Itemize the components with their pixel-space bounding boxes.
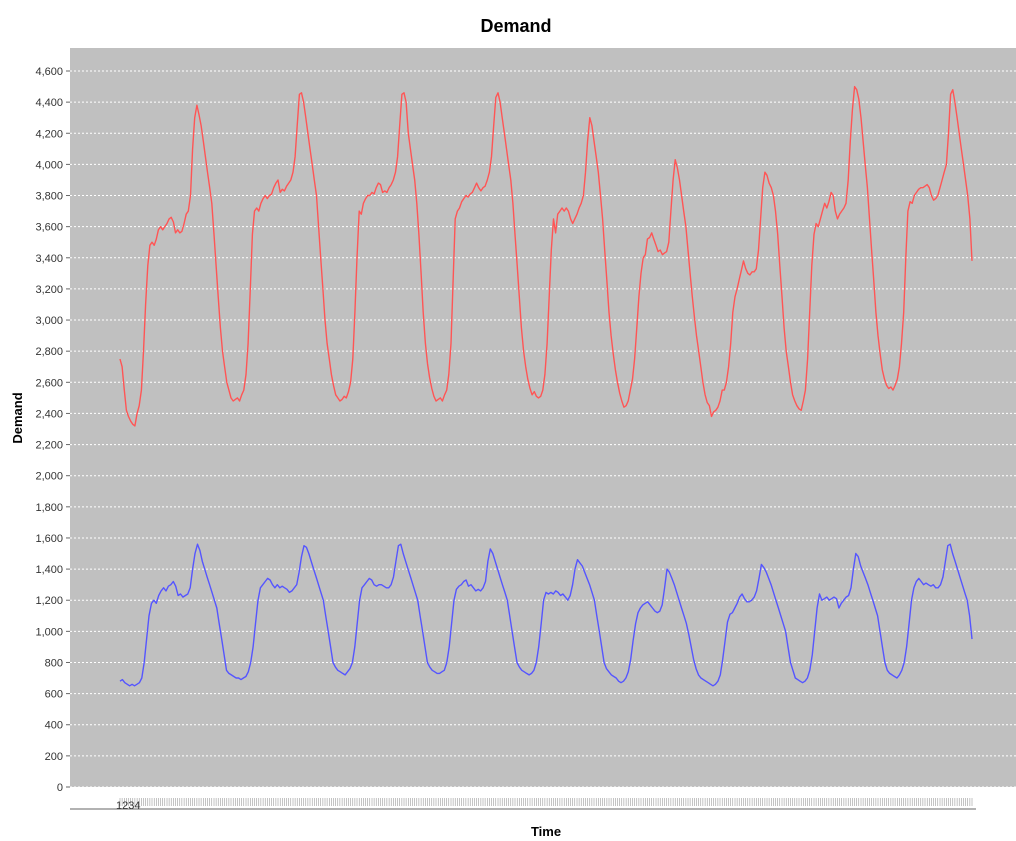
y-tick-label: 4,000 <box>35 159 63 171</box>
x-tick-label: 1234 <box>116 800 140 812</box>
y-tick-label: 1,600 <box>35 533 63 545</box>
y-tick-label: 3,200 <box>35 284 63 296</box>
y-tick-label: 800 <box>45 657 63 669</box>
chart-title: Demand <box>480 16 551 36</box>
y-tick-label: 2,200 <box>35 440 63 452</box>
y-tick-label: 600 <box>45 689 63 701</box>
y-tick-label: 4,400 <box>35 97 63 109</box>
y-tick-label: 3,000 <box>35 315 63 327</box>
y-tick-label: 0 <box>57 782 63 794</box>
series-lines <box>119 85 973 687</box>
series-line-1 <box>119 85 973 427</box>
series-line-2 <box>119 543 973 687</box>
y-tick-label: 4,200 <box>35 128 63 140</box>
y-tick-label: 1,200 <box>35 595 63 607</box>
y-tick-label: 3,400 <box>35 253 63 265</box>
y-tick-label: 400 <box>45 720 63 732</box>
x-axis-label: Time <box>531 824 561 839</box>
y-tick-label: 2,800 <box>35 346 63 358</box>
y-tick-label: 3,800 <box>35 191 63 203</box>
y-tick-label: 200 <box>45 751 63 763</box>
y-tick-label: 1,800 <box>35 502 63 514</box>
y-axis-label: Demand <box>10 392 25 443</box>
y-axis-ticks: 0 200 400 600 800 1,000 1,200 1,400 1,600 1,800 2,… <box>35 66 70 794</box>
y-tick-label: 3,600 <box>35 222 63 234</box>
y-tick-label: 4,600 <box>35 66 63 78</box>
x-axis-ticks <box>119 798 973 806</box>
y-tick-label: 1,000 <box>35 626 63 638</box>
y-tick-label: 1,400 <box>35 564 63 576</box>
plot-area <box>70 48 1016 787</box>
y-tick-label: 2,400 <box>35 408 63 420</box>
y-tick-label: 2,000 <box>35 471 63 483</box>
y-tick-label: 2,600 <box>35 377 63 389</box>
